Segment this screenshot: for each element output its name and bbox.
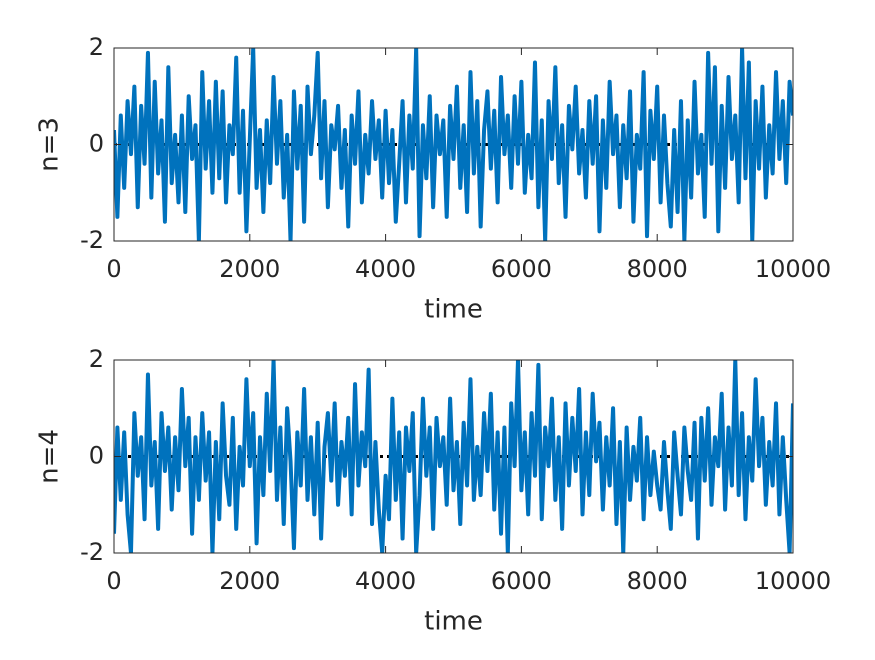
x-axis-label: time — [424, 607, 483, 637]
y-tick-label: 0 — [89, 442, 104, 470]
x-tick-label: 2000 — [219, 255, 280, 283]
y-tick-label: 2 — [89, 33, 104, 61]
y-tick-label: 0 — [89, 130, 104, 158]
data-line — [114, 360, 793, 553]
x-tick-label: 4000 — [355, 567, 416, 595]
x-tick-label: 2000 — [219, 567, 280, 595]
x-tick-label: 6000 — [491, 567, 552, 595]
y-axis-label: n=4 — [35, 429, 65, 484]
y-axis-label: n=3 — [35, 117, 65, 172]
x-tick-label: 0 — [106, 567, 121, 595]
x-tick-label: 10000 — [755, 255, 831, 283]
y-tick-label: -2 — [80, 538, 104, 566]
x-tick-label: 0 — [106, 255, 121, 283]
data-line — [114, 48, 793, 241]
y-tick-label: -2 — [80, 226, 104, 254]
x-tick-label: 4000 — [355, 255, 416, 283]
x-tick-label: 8000 — [627, 567, 688, 595]
x-tick-label: 10000 — [755, 567, 831, 595]
x-tick-label: 6000 — [491, 255, 552, 283]
x-axis-label: time — [424, 295, 483, 325]
x-tick-label: 8000 — [627, 255, 688, 283]
y-tick-label: 2 — [89, 345, 104, 373]
